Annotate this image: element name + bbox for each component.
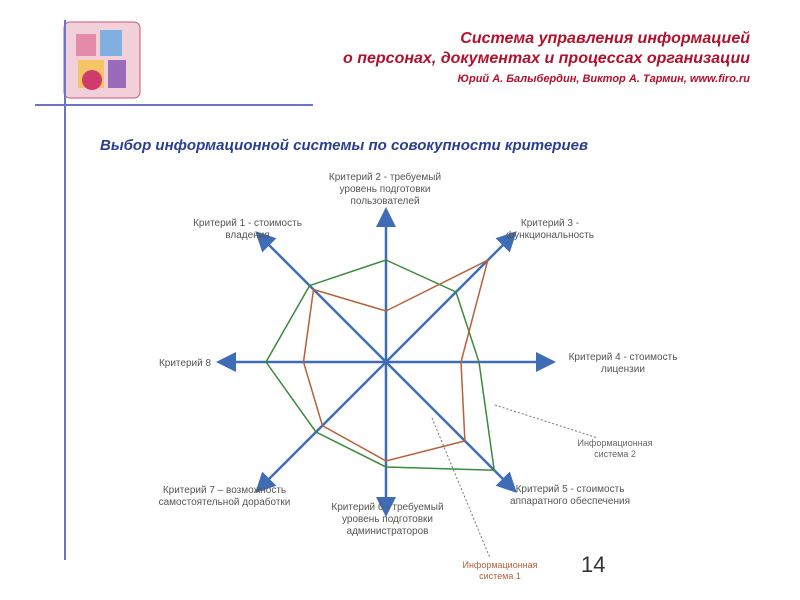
axis-label-bottom: Критерий 6 - требуемый уровень подготовк… bbox=[331, 502, 444, 537]
horizontal-rule bbox=[35, 104, 313, 106]
axis-label-top-right: Критерий 3 - функциональность bbox=[506, 218, 594, 241]
header-title-line2: о персонах, документах и процессах орган… bbox=[343, 50, 750, 67]
axis-label-right: Критерий 4 - стоимость лицензии bbox=[568, 352, 678, 375]
series-polygon-1 bbox=[265, 259, 496, 471]
vertical-rule bbox=[64, 20, 66, 560]
header-title-line1: Система управления информацией bbox=[460, 30, 750, 47]
axis-4 bbox=[385, 361, 517, 493]
axis-label-top-left: Критерий 1 - стоимость владения bbox=[193, 218, 302, 241]
logo bbox=[62, 20, 142, 100]
page-number: 14 bbox=[581, 552, 606, 577]
series-note-system-1: Информационная система 1 bbox=[462, 560, 538, 581]
axis-label-bottom-right: Критерий 5 - стоимость аппаратного обесп… bbox=[510, 484, 630, 507]
axis-label-top: Критерий 2 - требуемый уровень подготовк… bbox=[328, 172, 442, 207]
axis-label-bottom-left: Критерий 7 – возможность самостоятельной… bbox=[158, 485, 291, 508]
axis-label-left: Критерий 8 bbox=[158, 358, 212, 369]
leader-line-system-1 bbox=[431, 417, 491, 559]
slide-subtitle: Выбор информационной системы по совокупн… bbox=[100, 137, 589, 154]
axis-8 bbox=[255, 231, 387, 363]
series-note-system-2: Информационная система 2 bbox=[577, 438, 653, 459]
series-polygon-2 bbox=[302, 258, 489, 462]
axis-2 bbox=[385, 231, 517, 363]
leader-line-system-2 bbox=[494, 404, 599, 439]
header-authors: Юрий А. Балыбердин, Виктор А. Тармин, ww… bbox=[457, 73, 750, 85]
